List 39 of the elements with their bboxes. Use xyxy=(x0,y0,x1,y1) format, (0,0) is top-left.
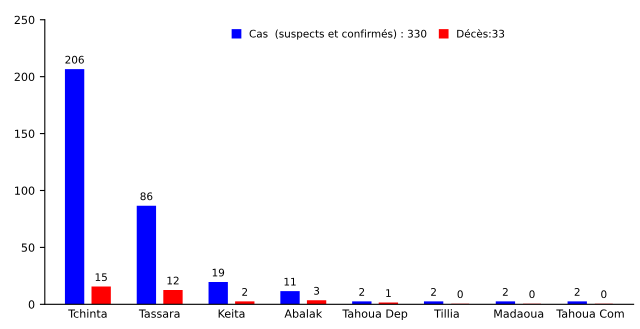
data-label: 2 xyxy=(359,288,364,296)
legend-label: Décès:33 xyxy=(457,29,504,38)
data-label: 2 xyxy=(242,288,248,296)
data-label: 19 xyxy=(212,268,224,277)
data-label: 2 xyxy=(431,288,436,296)
x-tick-label: Madaoua xyxy=(494,309,544,318)
data-label: 11 xyxy=(284,278,296,286)
data-label: 15 xyxy=(96,273,107,282)
y-tick-label: 0 xyxy=(28,300,34,309)
data-label: 3 xyxy=(314,286,320,295)
x-tick-label: Tassara xyxy=(138,310,180,318)
y-tick-label: 200 xyxy=(14,72,34,82)
data-label: 2 xyxy=(574,288,580,296)
data-label: 206 xyxy=(65,56,84,64)
bar xyxy=(91,286,111,304)
x-tick-label: Tahoua Dep xyxy=(342,309,408,320)
data-label: 0 xyxy=(601,290,606,298)
bar xyxy=(280,291,300,304)
y-tick-label: 100 xyxy=(15,186,34,195)
x-tick-label: Tahoua Com xyxy=(556,309,624,318)
bar xyxy=(64,69,84,304)
data-label: 1 xyxy=(386,289,391,297)
bar xyxy=(208,282,228,304)
x-tick-label: Tillia xyxy=(434,309,459,318)
bar xyxy=(163,290,183,304)
x-tick-label: Abalak xyxy=(284,309,322,318)
bar xyxy=(136,206,156,304)
data-label: 0 xyxy=(529,290,535,298)
data-label: 12 xyxy=(167,276,179,284)
data-label: 0 xyxy=(458,290,463,298)
y-tick-label: 50 xyxy=(22,243,34,252)
data-label: 86 xyxy=(140,192,152,200)
x-tick-label: Keita xyxy=(218,309,244,318)
x-tick-label: Tchinta xyxy=(68,309,107,318)
y-tick-label: 250 xyxy=(14,16,34,24)
legend-label: Cas (suspects et confirmés) : 330 xyxy=(250,29,426,40)
y-tick-label: 150 xyxy=(15,130,34,138)
data-label: 2 xyxy=(502,288,508,296)
bar xyxy=(306,300,326,304)
